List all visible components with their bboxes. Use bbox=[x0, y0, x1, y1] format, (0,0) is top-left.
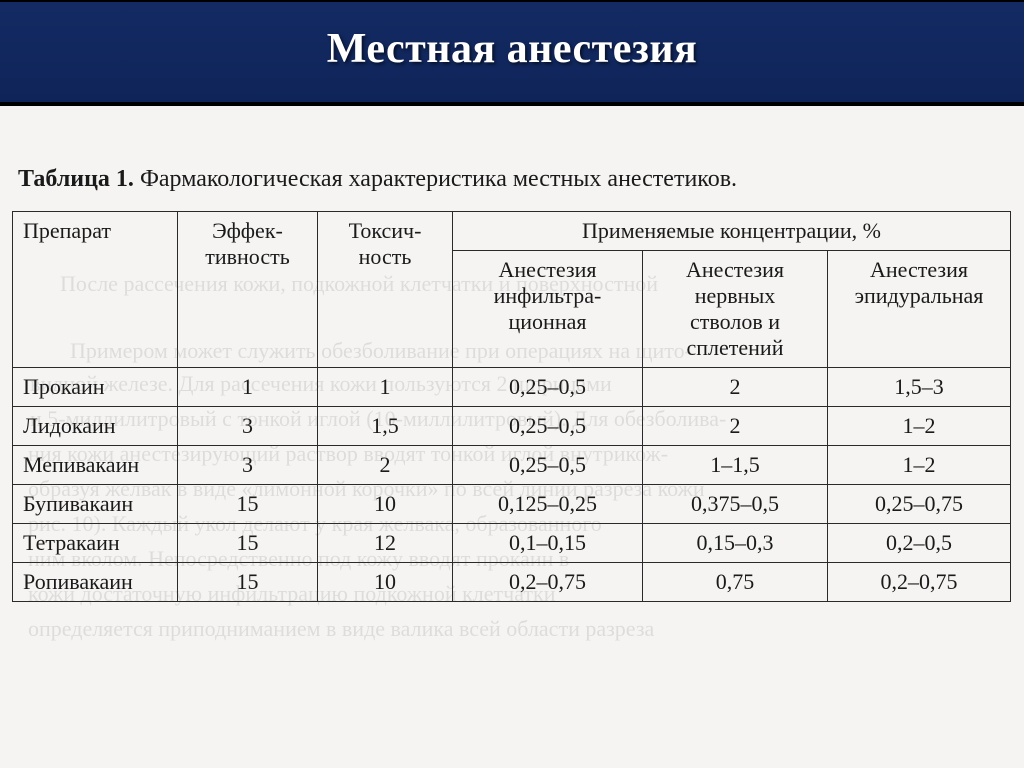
cell-c3: 1–2 bbox=[828, 407, 1011, 446]
cell-drug: Лидокаин bbox=[13, 407, 178, 446]
cell-tox: 1 bbox=[318, 368, 453, 407]
cell-c3: 0,2–0,5 bbox=[828, 524, 1011, 563]
slide-title: Местная анестезия bbox=[327, 25, 698, 79]
cell-tox: 10 bbox=[318, 563, 453, 602]
cell-c3: 0,2–0,75 bbox=[828, 563, 1011, 602]
cell-c1: 0,25–0,5 bbox=[453, 446, 643, 485]
table-header-row: Препарат Эффек- тивность Токсич- ность П… bbox=[13, 212, 1011, 251]
table-caption: Таблица 1. Фармакологическая характерист… bbox=[18, 166, 1012, 193]
table-row: Тетракаин 15 12 0,1–0,15 0,15–0,3 0,2–0,… bbox=[13, 524, 1011, 563]
table-row: Бупивакаин 15 10 0,125–0,25 0,375–0,5 0,… bbox=[13, 485, 1011, 524]
cell-tox: 2 bbox=[318, 446, 453, 485]
table-row: Прокаин 1 1 0,25–0,5 2 1,5–3 bbox=[13, 368, 1011, 407]
caption-label: Таблица 1. bbox=[18, 166, 134, 192]
col-tox-header: Токсич- ность bbox=[318, 212, 453, 368]
cell-eff: 15 bbox=[178, 524, 318, 563]
cell-tox: 1,5 bbox=[318, 407, 453, 446]
col-c3-header: Анестезия эпидуральная bbox=[828, 251, 1011, 368]
ghost-text: определяется приподниманием в виде валик… bbox=[28, 616, 654, 642]
caption-text: Фармакологическая характеристика местных… bbox=[140, 166, 737, 192]
slide-body: После рассечения кожи, подкожной клетчат… bbox=[0, 106, 1024, 768]
cell-c1: 0,25–0,5 bbox=[453, 368, 643, 407]
col-c2-header: Анестезия нервных стволов и сплетений bbox=[643, 251, 828, 368]
cell-eff: 15 bbox=[178, 563, 318, 602]
cell-tox: 12 bbox=[318, 524, 453, 563]
cell-c3: 1,5–3 bbox=[828, 368, 1011, 407]
slide-title-bar: Местная анестезия bbox=[0, 0, 1024, 106]
col-c1-header: Анестезия инфильтра- ционная bbox=[453, 251, 643, 368]
cell-c1: 0,1–0,15 bbox=[453, 524, 643, 563]
cell-drug: Ропивакаин bbox=[13, 563, 178, 602]
cell-c1: 0,2–0,75 bbox=[453, 563, 643, 602]
cell-c2: 2 bbox=[643, 407, 828, 446]
col-conc-header: Применяемые концентрации, % bbox=[453, 212, 1011, 251]
cell-eff: 3 bbox=[178, 407, 318, 446]
col-eff-header: Эффек- тивность bbox=[178, 212, 318, 368]
cell-c2: 0,375–0,5 bbox=[643, 485, 828, 524]
cell-drug: Прокаин bbox=[13, 368, 178, 407]
cell-c2: 2 bbox=[643, 368, 828, 407]
cell-c3: 0,25–0,75 bbox=[828, 485, 1011, 524]
cell-tox: 10 bbox=[318, 485, 453, 524]
cell-eff: 3 bbox=[178, 446, 318, 485]
table-body: Прокаин 1 1 0,25–0,5 2 1,5–3 Лидокаин 3 … bbox=[13, 368, 1011, 602]
table-row: Лидокаин 3 1,5 0,25–0,5 2 1–2 bbox=[13, 407, 1011, 446]
cell-drug: Мепивакаин bbox=[13, 446, 178, 485]
cell-c2: 1–1,5 bbox=[643, 446, 828, 485]
cell-c1: 0,25–0,5 bbox=[453, 407, 643, 446]
table-row: Мепивакаин 3 2 0,25–0,5 1–1,5 1–2 bbox=[13, 446, 1011, 485]
cell-eff: 15 bbox=[178, 485, 318, 524]
cell-c3: 1–2 bbox=[828, 446, 1011, 485]
cell-eff: 1 bbox=[178, 368, 318, 407]
cell-drug: Тетракаин bbox=[13, 524, 178, 563]
col-drug-header: Препарат bbox=[13, 212, 178, 368]
cell-c2: 0,15–0,3 bbox=[643, 524, 828, 563]
cell-drug: Бупивакаин bbox=[13, 485, 178, 524]
table-row: Ропивакаин 15 10 0,2–0,75 0,75 0,2–0,75 bbox=[13, 563, 1011, 602]
cell-c1: 0,125–0,25 bbox=[453, 485, 643, 524]
cell-c2: 0,75 bbox=[643, 563, 828, 602]
anesthetics-table: Препарат Эффек- тивность Токсич- ность П… bbox=[12, 211, 1011, 602]
